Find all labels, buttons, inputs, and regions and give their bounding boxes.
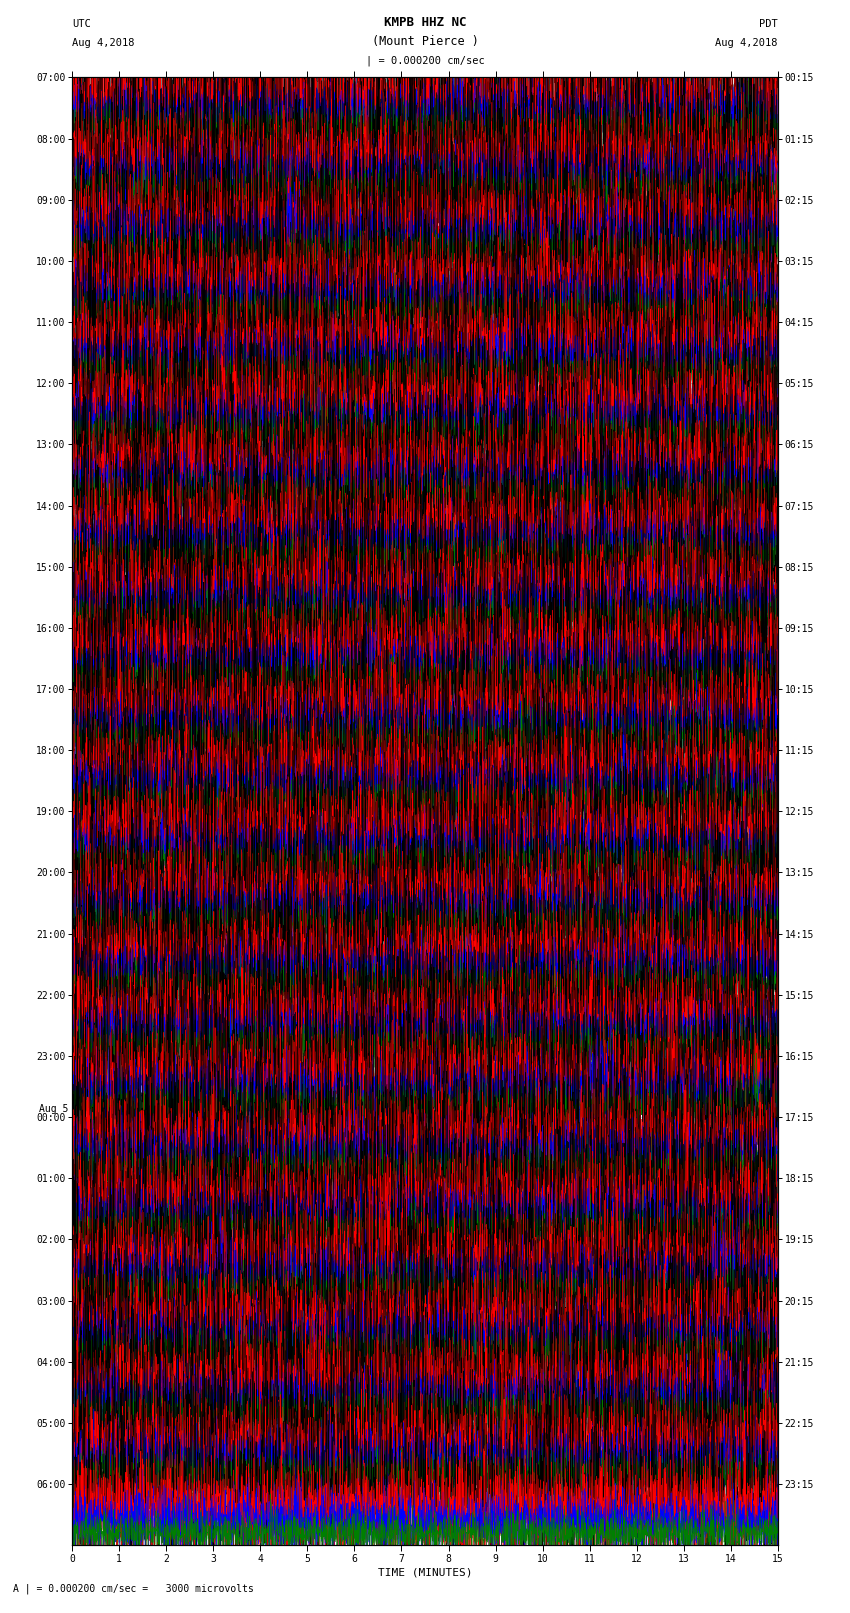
Text: A | = 0.000200 cm/sec =   3000 microvolts: A | = 0.000200 cm/sec = 3000 microvolts: [13, 1582, 253, 1594]
Text: Aug 5: Aug 5: [39, 1103, 69, 1115]
Text: KMPB HHZ NC: KMPB HHZ NC: [383, 16, 467, 29]
Text: UTC: UTC: [72, 19, 91, 29]
Text: | = 0.000200 cm/sec: | = 0.000200 cm/sec: [366, 55, 484, 66]
X-axis label: TIME (MINUTES): TIME (MINUTES): [377, 1568, 473, 1578]
Text: Aug 4,2018: Aug 4,2018: [72, 39, 135, 48]
Text: Aug 4,2018: Aug 4,2018: [715, 39, 778, 48]
Text: (Mount Pierce ): (Mount Pierce ): [371, 35, 479, 48]
Text: PDT: PDT: [759, 19, 778, 29]
